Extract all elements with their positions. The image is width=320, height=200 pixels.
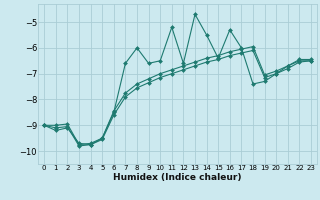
X-axis label: Humidex (Indice chaleur): Humidex (Indice chaleur) [113,173,242,182]
